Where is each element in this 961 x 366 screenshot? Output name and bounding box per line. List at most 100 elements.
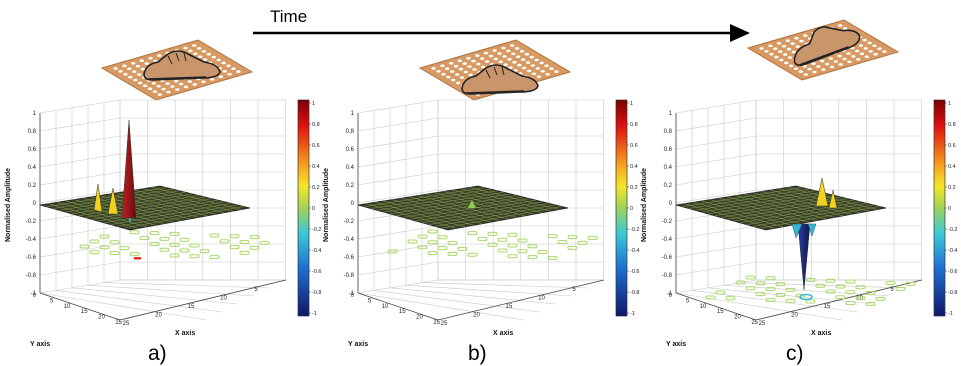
- contour-cell: [885, 281, 896, 286]
- grid-line: [103, 282, 271, 289]
- shoe-laces: [485, 66, 505, 79]
- surface-mesh: [364, 187, 562, 229]
- grid-line: [357, 225, 439, 240]
- sensor-dot: [859, 52, 865, 56]
- contour-cell: [765, 287, 776, 292]
- sensor-dot: [201, 80, 206, 84]
- y-tick-label: 25: [115, 320, 122, 326]
- contour-cell: [577, 240, 588, 245]
- contour-cell: [835, 284, 846, 289]
- contour-cell: [129, 230, 140, 235]
- mesh-line: [117, 204, 238, 227]
- sensor-dot: [170, 85, 175, 88]
- colorbar: [297, 99, 310, 317]
- x-axis-label: X axis: [493, 330, 513, 337]
- sensor-dot: [536, 75, 542, 78]
- contour-cell: [567, 245, 578, 250]
- contour-cell: [527, 244, 538, 249]
- contour-cell: [159, 236, 170, 241]
- x-tick-label: 20: [473, 313, 480, 319]
- floor-grid: [39, 279, 286, 321]
- mesh-line: [409, 198, 530, 220]
- contour-cell: [79, 244, 90, 249]
- sensor-dot: [790, 42, 795, 45]
- sensor-dot: [798, 70, 804, 73]
- sensor-dot: [791, 50, 796, 54]
- mesh-line: [428, 203, 549, 225]
- sensor-dot: [466, 56, 471, 60]
- sensor-dot: [540, 70, 545, 73]
- sensor-dot: [463, 70, 468, 74]
- x-tick-label: 5: [890, 287, 894, 293]
- sensor-dot: [774, 55, 779, 59]
- y-tick-label: 0: [669, 293, 673, 299]
- grid-line: [675, 117, 757, 132]
- colorbar-tick-label: 0: [630, 206, 633, 212]
- contour-cell: [467, 231, 478, 236]
- sensor-dot: [837, 54, 842, 58]
- sensor-mat-illustration: [746, 19, 900, 81]
- contour-cell: [189, 254, 200, 259]
- contour-cell: [239, 240, 250, 245]
- mesh-line: [759, 206, 880, 229]
- sensor-dot: [222, 70, 227, 73]
- y-axis-line: [39, 292, 121, 321]
- colorbar-tick-label: -1: [312, 311, 317, 317]
- z-tick-label: 0: [351, 201, 355, 207]
- sensor-dot: [198, 55, 203, 58]
- colorbar: [933, 99, 946, 317]
- colorbar: [615, 99, 628, 317]
- contour-cell: [417, 234, 428, 239]
- mesh-line: [460, 188, 551, 212]
- sensor-dot: [139, 59, 144, 62]
- sensor-dot: [524, 52, 530, 56]
- z-tick-label: 0.6: [664, 147, 673, 153]
- contour-cell: [865, 301, 876, 306]
- mesh-line: [740, 201, 861, 224]
- sensor-dot: [803, 73, 808, 76]
- sensor-dot: [788, 64, 794, 68]
- peaks: [791, 177, 838, 301]
- sensor-dot: [211, 55, 216, 59]
- x-tick-label: 20: [791, 313, 798, 319]
- colorbar-tick-label: 0: [948, 206, 951, 212]
- grid-line: [357, 189, 439, 204]
- sensor-dot: [123, 72, 128, 76]
- contour-cell: [229, 245, 240, 250]
- sensor-dot: [157, 93, 162, 96]
- sensor-dot: [483, 51, 489, 55]
- sensor-dot: [539, 61, 544, 65]
- sensor-dot: [440, 64, 445, 68]
- sensor-dot: [856, 58, 861, 61]
- colorbar-tick-label: -0.6: [630, 269, 639, 275]
- grid-line: [71, 287, 239, 305]
- sensor-dot: [530, 64, 536, 67]
- contour-cell: [119, 246, 130, 251]
- sensor-dot: [851, 55, 856, 58]
- sensor-dot: [773, 47, 778, 50]
- z-tick-label: 0.4: [346, 165, 355, 171]
- sensor-dot: [776, 42, 782, 45]
- shoe-icon: [461, 64, 539, 95]
- sensor-dot: [812, 70, 817, 74]
- sensor-dot: [488, 54, 494, 58]
- x-tick-label: 5: [254, 287, 258, 293]
- sensor-dot: [476, 62, 481, 66]
- contour-cell: [587, 235, 598, 240]
- grid-line: [39, 225, 121, 240]
- sensor-dot: [816, 65, 821, 68]
- grid-line: [39, 135, 121, 150]
- sensor-dot: [516, 55, 521, 58]
- sensor-dot: [122, 64, 127, 68]
- contour-cell: [785, 287, 796, 292]
- z-axis-label: Normalised Amplitude: [641, 168, 648, 242]
- sensor-dot: [142, 84, 148, 88]
- contour-cell: [815, 283, 826, 288]
- sensor-dot: [507, 58, 512, 61]
- peak-yellow: [93, 183, 103, 213]
- contour-cell: [517, 238, 528, 243]
- grid-line: [389, 287, 557, 305]
- sensor-dot: [132, 70, 137, 73]
- peaks: [468, 200, 476, 208]
- sensor-dot: [118, 70, 123, 73]
